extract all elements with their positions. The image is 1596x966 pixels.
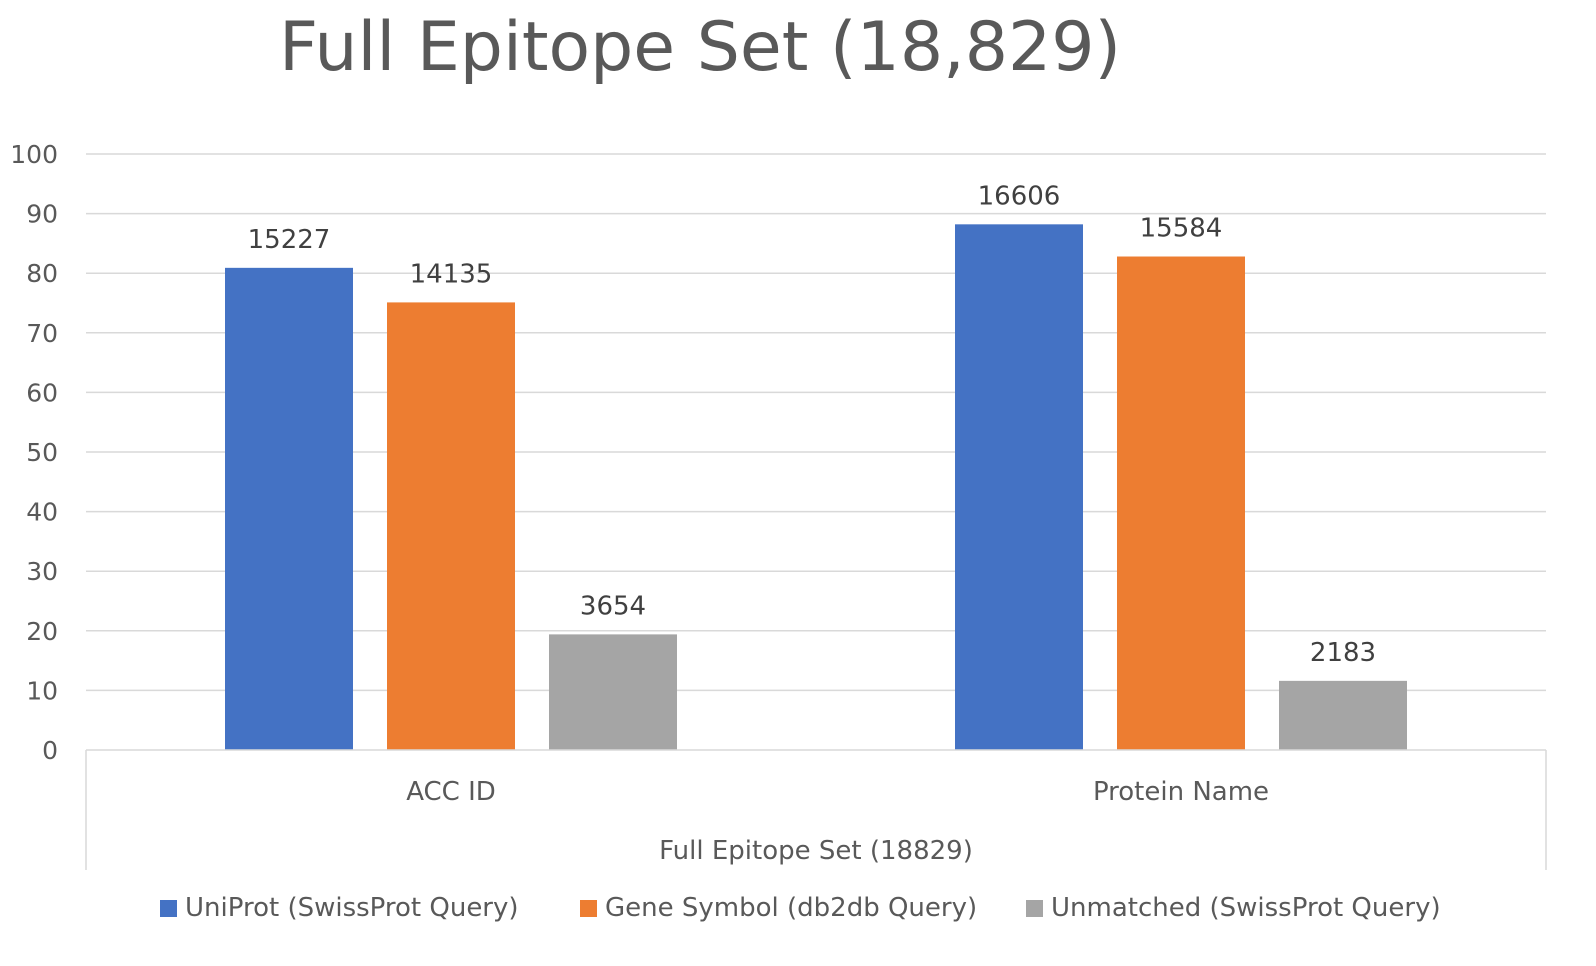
data-label: 15584 bbox=[1140, 214, 1223, 244]
legend-item-unmatched: Unmatched (SwissProt Query) bbox=[1026, 893, 1441, 923]
category-label: ACC ID bbox=[406, 777, 496, 807]
y-tick-label: 50 bbox=[26, 438, 58, 467]
y-axis-tick-labels: 0 10 20 30 40 50 60 70 80 90 100 bbox=[10, 140, 58, 765]
data-label: 2183 bbox=[1310, 638, 1376, 668]
y-tick-label: 10 bbox=[26, 676, 58, 705]
data-label: 14135 bbox=[410, 259, 493, 289]
x-axis-title: Full Epitope Set (18829) bbox=[659, 836, 973, 866]
y-tick-label: 70 bbox=[26, 319, 58, 348]
legend-label-gene-symbol: Gene Symbol (db2db Query) bbox=[605, 893, 978, 923]
category-label: Protein Name bbox=[1093, 777, 1269, 807]
legend-item-uniprot: UniProt (SwissProt Query) bbox=[160, 893, 519, 923]
y-tick-label: 80 bbox=[26, 259, 58, 288]
bar bbox=[1117, 256, 1245, 750]
data-labels: 15227 14135 3654 16606 15584 2183 bbox=[248, 181, 1376, 668]
data-label: 15227 bbox=[248, 225, 331, 255]
bar bbox=[955, 224, 1083, 750]
bar bbox=[225, 267, 353, 750]
legend-swatch-uniprot bbox=[160, 899, 177, 917]
y-tick-label: 30 bbox=[26, 557, 58, 586]
x-axis: ACC ID Protein Name Full Epitope Set (1882… bbox=[85, 749, 1547, 870]
legend: UniProt (SwissProt Query) Gene Symbol (d… bbox=[0, 893, 1596, 933]
y-tick-label: 40 bbox=[26, 498, 58, 527]
legend-swatch-gene-symbol bbox=[580, 899, 597, 917]
data-label: 16606 bbox=[978, 181, 1061, 211]
bar bbox=[1279, 680, 1407, 750]
y-tick-label: 20 bbox=[26, 617, 58, 646]
bar bbox=[387, 302, 515, 750]
legend-label-uniprot: UniProt (SwissProt Query) bbox=[185, 893, 519, 923]
legend-label-unmatched: Unmatched (SwissProt Query) bbox=[1051, 893, 1441, 923]
data-label: 3654 bbox=[580, 591, 646, 621]
y-tick-label: 60 bbox=[26, 378, 58, 407]
bar bbox=[549, 634, 677, 750]
y-tick-label: 0 bbox=[42, 736, 58, 765]
y-tick-label: 90 bbox=[26, 200, 58, 229]
y-tick-label: 100 bbox=[10, 140, 58, 169]
chart-title: Full Epitope Set (18,829) bbox=[278, 8, 1122, 87]
legend-swatch-unmatched bbox=[1026, 899, 1043, 917]
legend-item-gene-symbol: Gene Symbol (db2db Query) bbox=[580, 893, 977, 923]
bars bbox=[225, 224, 1407, 750]
